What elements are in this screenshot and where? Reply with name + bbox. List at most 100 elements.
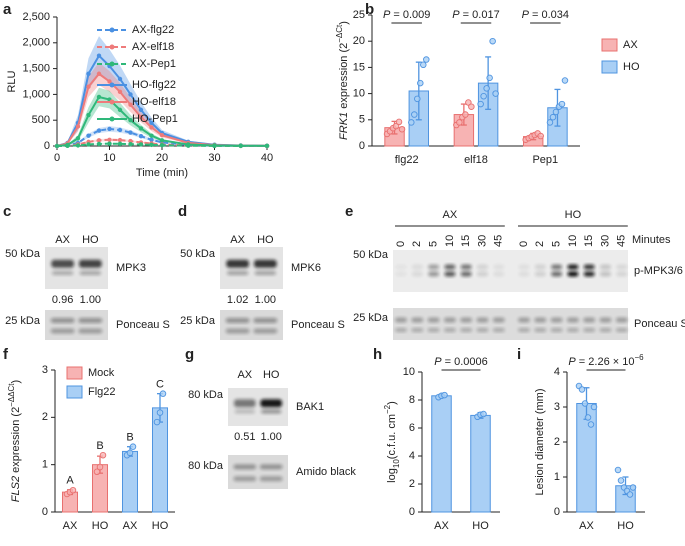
panel-letter: c <box>3 203 11 220</box>
marker-label: 25 kDa <box>353 312 389 324</box>
legend-label: HO <box>623 61 640 73</box>
target-label: p-MPK3/6 <box>634 265 683 277</box>
marker-label: 25 kDa <box>5 315 41 327</box>
legend-marker <box>109 116 115 122</box>
data-point <box>489 37 496 45</box>
y-tick-label: 4 <box>554 366 560 378</box>
x-tick-label: HO <box>472 520 489 532</box>
lane-label: AX <box>55 234 70 246</box>
blot-band <box>550 317 563 323</box>
target-label: MPK6 <box>291 262 321 274</box>
blot-band <box>411 328 424 332</box>
text-part: ) <box>386 401 398 405</box>
bar <box>470 414 491 513</box>
loading-label: Ponceau S <box>634 318 685 330</box>
panel-letter: a <box>3 1 12 18</box>
marker-label: 80 kDa <box>188 460 224 472</box>
legend-label: AX <box>623 39 638 51</box>
blot-band <box>260 399 282 408</box>
blot-band <box>411 317 424 323</box>
lane-label: 2 <box>534 241 546 247</box>
lane-label: 5 <box>551 241 563 247</box>
x-tick-label: 40 <box>261 152 273 164</box>
legend-label: AX-flg22 <box>132 24 174 36</box>
x-tick-label: elf18 <box>464 154 488 166</box>
x-tick-label: HO <box>152 520 169 532</box>
point <box>138 126 144 131</box>
blot-band <box>261 409 282 414</box>
legend-marker <box>109 44 115 50</box>
blot-membrane <box>220 247 283 289</box>
data-point <box>414 95 421 103</box>
point <box>128 130 133 135</box>
blot-band <box>550 328 563 332</box>
x-tick-label: AX <box>123 520 138 532</box>
legend-marker <box>109 27 115 33</box>
text-part: Lesion diameter (mm) <box>534 389 546 496</box>
point <box>117 141 123 147</box>
text-part: P <box>434 356 442 368</box>
point <box>107 126 112 132</box>
blot-band <box>518 328 530 332</box>
loading-membrane <box>220 310 283 340</box>
text-part: FLS2 <box>10 476 22 502</box>
blot-band <box>233 476 257 482</box>
blot-band <box>600 271 611 277</box>
group-letter: B <box>96 440 103 452</box>
text-part: = 0.0006 <box>442 356 488 368</box>
text-part: expression (2 <box>338 43 350 112</box>
point <box>149 125 154 130</box>
loading-label: Ponceau S <box>116 319 170 331</box>
point <box>128 92 133 97</box>
blot-band <box>551 264 563 270</box>
text-part: = 0.017 <box>460 9 500 21</box>
blot-band <box>234 409 255 414</box>
loading-label: Amido black <box>296 466 356 478</box>
data-point <box>486 74 493 82</box>
blot-band <box>234 399 256 408</box>
blot-band <box>253 318 278 323</box>
point <box>86 71 91 76</box>
text-part: 10 <box>392 459 401 468</box>
blot-band <box>534 328 547 332</box>
data-point <box>581 400 589 407</box>
blot-band <box>51 271 74 276</box>
legend-swatch <box>66 366 83 380</box>
point <box>238 143 243 148</box>
data-point <box>552 108 560 116</box>
point <box>117 137 123 143</box>
blot-band <box>616 271 628 277</box>
group-letter: C <box>156 379 164 391</box>
blot-membrane <box>393 250 628 292</box>
data-point <box>462 111 469 118</box>
group-letter: A <box>66 475 74 487</box>
significance-label: P = 0.0006 <box>434 356 488 368</box>
data-point <box>93 468 101 476</box>
y-axis-label: log10(c.f.u. cm−2) <box>383 401 401 483</box>
quantification: 0.96 <box>52 294 73 306</box>
quantification: 1.00 <box>80 294 101 306</box>
blot-band <box>444 264 456 270</box>
blot-band <box>79 271 102 276</box>
x-tick-label: AX <box>434 520 449 532</box>
text-part: −6 <box>634 353 644 362</box>
blot-band <box>616 264 628 270</box>
text-part: P <box>383 9 391 21</box>
blot-band <box>443 317 456 323</box>
blot-band <box>493 264 505 270</box>
point <box>107 79 112 84</box>
lane-label: 15 <box>460 235 472 247</box>
y-tick-label: 6 <box>409 422 415 434</box>
y-tick-label: 3 <box>554 401 560 413</box>
data-point <box>477 100 484 108</box>
point <box>117 76 123 82</box>
time-unit: Minutes <box>632 234 671 246</box>
blot-band <box>477 264 488 270</box>
text-part: −2 <box>383 404 392 414</box>
marker-label: 50 kDa <box>353 249 389 261</box>
x-axis-label: Time (min) <box>136 167 188 179</box>
blot-band <box>444 271 456 277</box>
data-point <box>483 85 490 92</box>
group-label: AX <box>443 209 458 221</box>
